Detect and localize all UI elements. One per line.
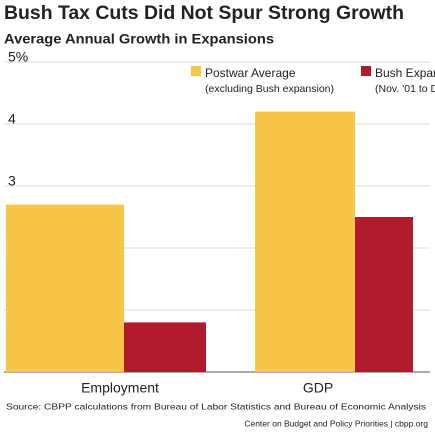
y-tick-label: 4	[8, 111, 16, 127]
bar	[355, 217, 413, 372]
credit: Center on Budget and Policy Priorities |…	[244, 418, 428, 428]
source: Source: CBPP calculations from Bureau of…	[6, 401, 426, 411]
legend-note: (excluding Bush expansion)	[205, 83, 334, 95]
y-tick-label: 5%	[8, 49, 28, 65]
legend-swatch	[361, 66, 371, 76]
x-tick-label: Employment	[81, 380, 159, 396]
bar	[255, 111, 355, 372]
x-tick-label: GDP	[303, 380, 333, 396]
bar	[6, 204, 124, 372]
y-tick-label: 3	[8, 173, 16, 189]
legend-swatch	[191, 66, 201, 76]
legend-label: Bush Expansion	[375, 66, 435, 80]
legend-note: (Nov. '01 to Dec. '07)	[375, 83, 435, 95]
legend-label: Postwar Average	[205, 66, 296, 80]
chart-title: Bush Tax Cuts Did Not Spur Strong Growth	[4, 3, 404, 24]
chart-subtitle: Average Annual Growth in Expansions	[4, 31, 274, 47]
bar	[124, 322, 206, 372]
